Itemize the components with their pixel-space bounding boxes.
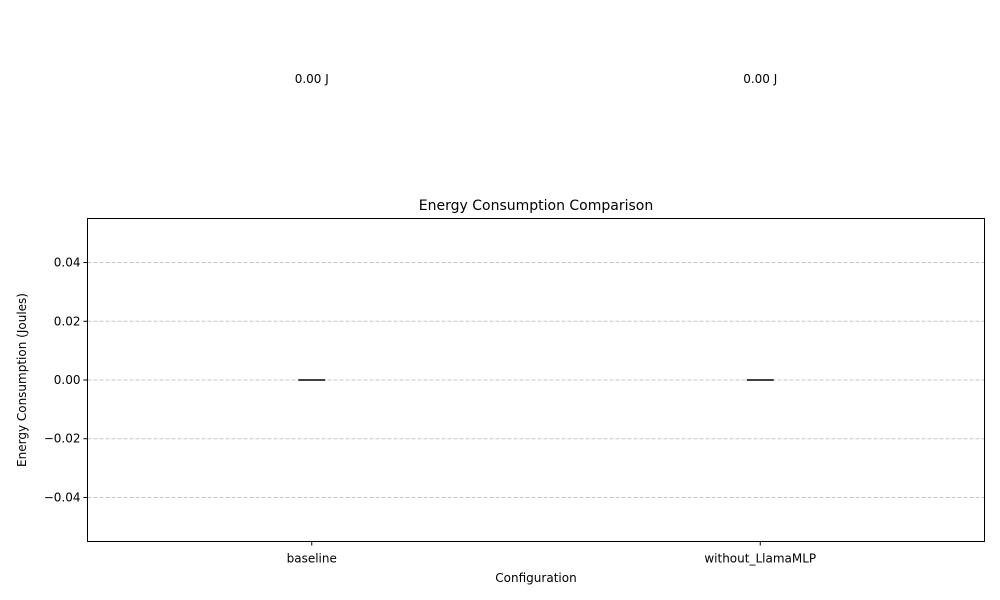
y-tick-label: −0.04 [44, 490, 81, 504]
data-labels: 0.00 J 0.00 J [295, 72, 778, 86]
x-axis: baseline without_LlamaMLP [287, 541, 816, 566]
bar [746, 379, 774, 381]
x-axis-label: Configuration [495, 571, 576, 585]
bar-value-label: 0.00 J [743, 72, 777, 86]
y-axis: −0.04 −0.02 0.00 0.02 0.04 [44, 256, 88, 504]
x-tick-label: baseline [287, 552, 337, 566]
y-tick-label: 0.04 [54, 256, 81, 270]
y-tick-label: 0.02 [54, 314, 81, 328]
bars [298, 379, 774, 381]
x-tick-label: without_LlamaMLP [704, 552, 816, 566]
y-axis-label: Energy Consumption (Joules) [15, 293, 29, 467]
y-tick-label: −0.02 [44, 432, 81, 446]
gridlines [87, 262, 985, 498]
chart-title: Energy Consumption Comparison [419, 198, 653, 214]
y-tick-label: 0.00 [54, 373, 81, 387]
bar-value-label: 0.00 J [295, 72, 329, 86]
bar [298, 379, 326, 381]
